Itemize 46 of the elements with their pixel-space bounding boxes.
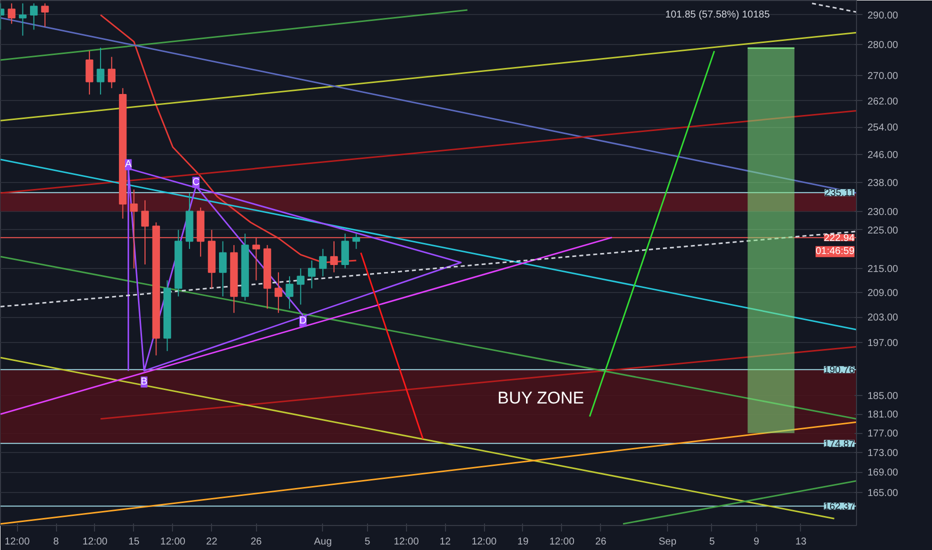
annotation: C: [192, 176, 200, 188]
x-tick-label: 13: [795, 536, 807, 548]
ref-line-label: 174.87: [824, 438, 855, 450]
y-tick-label: 254.00: [868, 122, 899, 134]
x-tick-label: 12:00: [472, 536, 498, 548]
x-tick-label: 5: [709, 536, 716, 548]
annotation: B: [140, 376, 148, 388]
x-tick-label: 9: [754, 536, 760, 548]
y-tick-label: 238.00: [868, 178, 899, 189]
x-tick-label: Aug: [314, 536, 332, 548]
x-tick-label: 15: [128, 536, 140, 548]
x-tick-label: Sep: [658, 536, 677, 548]
annotation: 01:46:59: [816, 246, 855, 258]
x-tick-label: 12: [440, 536, 452, 548]
y-tick-label: 280.00: [868, 40, 899, 52]
annotation: BUY ZONE: [498, 388, 584, 408]
y-tick-label: 165.00: [868, 488, 899, 500]
y-tick-label: 270.00: [868, 70, 899, 82]
annotation: A: [125, 159, 132, 170]
y-tick-label: 262.00: [868, 96, 899, 108]
y-tick-label: 246.00: [868, 150, 899, 161]
x-tick-label: 26: [595, 536, 607, 548]
y-tick-label: 197.00: [868, 338, 899, 349]
y-tick-label: 177.00: [868, 428, 899, 440]
x-tick-label: 22: [206, 536, 218, 548]
x-tick-label: 26: [250, 536, 262, 548]
y-tick-label: 181.00: [868, 410, 899, 421]
y-tick-label: 230.00: [868, 206, 899, 218]
x-tick-label: 19: [517, 536, 529, 548]
y-tick-label: 203.00: [868, 312, 899, 324]
x-tick-label: 12:00: [549, 536, 575, 548]
x-tick-label: 12:00: [394, 536, 420, 548]
annotation: D: [299, 316, 307, 327]
x-tick-label: 12:00: [4, 536, 30, 548]
y-tick-label: 185.00: [868, 391, 899, 402]
x-tick-label: 5: [364, 536, 371, 548]
annotation: 101.85 (57.58%) 10185: [665, 10, 770, 20]
x-tick-label: 12:00: [160, 536, 186, 548]
y-tick-label: 173.00: [868, 448, 899, 459]
x-tick-label: 8: [53, 536, 60, 548]
x-tick-label: 12:00: [82, 536, 108, 548]
y-tick-label: 209.00: [868, 288, 899, 299]
y-tick-label: 169.00: [868, 468, 899, 479]
y-tick-label: 290.00: [868, 10, 899, 22]
y-tick-label: 225.00: [868, 225, 899, 236]
y-tick-label: 215.00: [868, 264, 899, 275]
